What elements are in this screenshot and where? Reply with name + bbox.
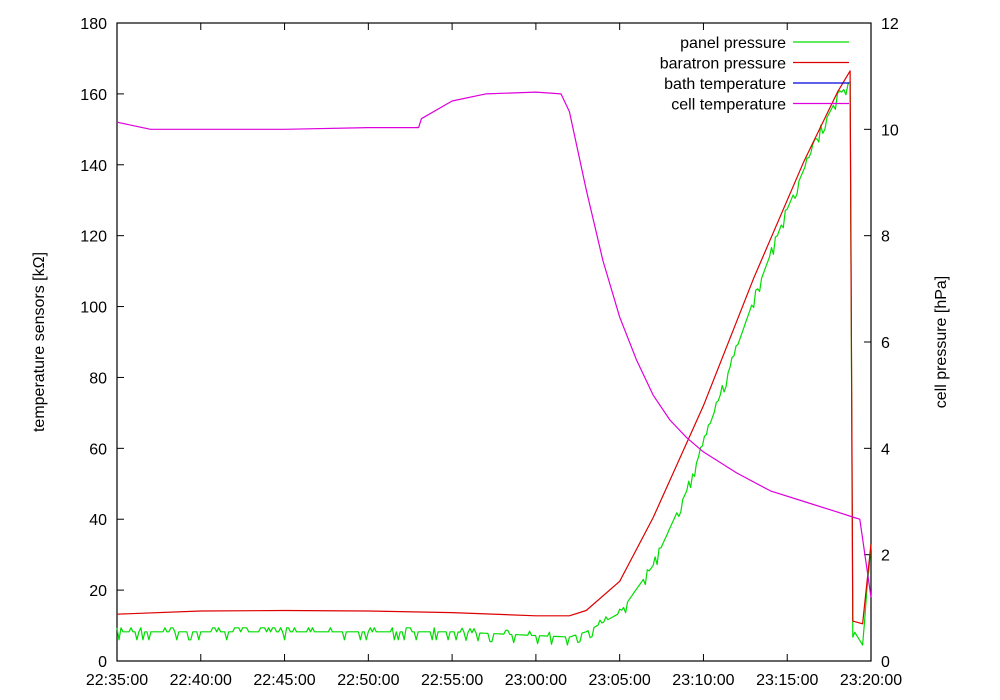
left-tick-label: 140: [80, 158, 107, 175]
left-tick-label: 80: [89, 370, 107, 387]
legend-label: bath temperature: [664, 76, 786, 93]
x-tick-label: 23:15:00: [756, 672, 818, 689]
right-tick-label: 4: [881, 441, 890, 458]
left-tick-label: 180: [80, 16, 107, 33]
left-tick-label: 60: [89, 441, 107, 458]
right-tick-label: 12: [881, 16, 899, 33]
series-layer: [117, 71, 871, 645]
x-tick-label: 23:20:00: [840, 672, 902, 689]
x-tick-label: 22:40:00: [170, 672, 232, 689]
right-tick-label: 2: [881, 548, 890, 565]
right-tick-label: 10: [881, 122, 899, 139]
x-tick-label: 22:55:00: [421, 672, 483, 689]
legend: panel pressure baratron pressure bath temp…: [660, 35, 849, 114]
right-tick-label: 0: [881, 654, 890, 671]
right-axis: 0 2 4 6 8 10 12: [864, 16, 899, 671]
x-axis: 22:35:00 22:40:00 22:45:00 22:50:00 22:55:00…: [86, 23, 902, 689]
plot-frame: [117, 23, 871, 661]
x-tick-label: 23:00:00: [505, 672, 567, 689]
x-tick-label: 23:05:00: [589, 672, 651, 689]
series-line-baratron-pressure: [117, 71, 871, 624]
series-line-cell-temperature: [117, 92, 871, 597]
left-tick-label: 0: [98, 654, 107, 671]
x-tick-label: 22:35:00: [86, 672, 148, 689]
left-tick-label: 120: [80, 229, 107, 246]
left-tick-label: 100: [80, 300, 107, 317]
series-line-panel-pressure: [117, 82, 871, 646]
left-tick-label: 160: [80, 87, 107, 104]
right-tick-label: 8: [881, 229, 890, 246]
x-tick-label: 22:45:00: [253, 672, 315, 689]
right-tick-label: 6: [881, 335, 890, 352]
x-tick-label: 23:10:00: [672, 672, 734, 689]
left-tick-label: 20: [89, 583, 107, 600]
y-axis-left-label: temperature sensors [kΩ]: [31, 252, 48, 432]
legend-label: panel pressure: [680, 35, 786, 52]
left-tick-label: 40: [89, 512, 107, 529]
y-axis-right-label: cell pressure [hPa]: [933, 276, 950, 409]
x-tick-label: 22:50:00: [337, 672, 399, 689]
legend-label: cell temperature: [671, 97, 786, 114]
legend-label: baratron pressure: [660, 56, 786, 73]
